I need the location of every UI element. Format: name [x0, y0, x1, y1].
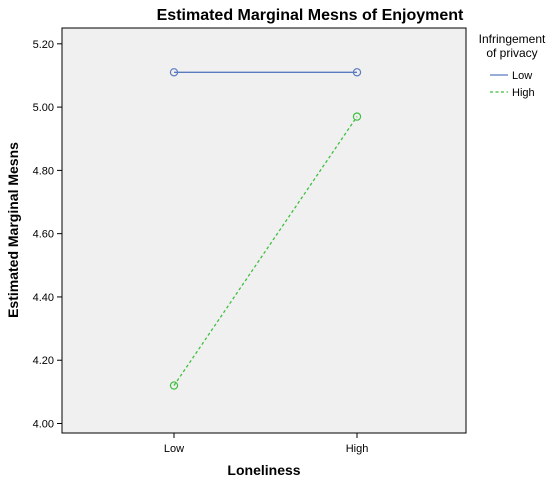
x-axis-title: Loneliness [227, 462, 300, 478]
y-axis-title: Estimated Marginal Mesns [5, 142, 21, 318]
y-tick-label: 4.60 [33, 229, 54, 241]
series-line-high [173, 116, 358, 386]
chart-title: Estimated Marginal Mesns of Enjoyment [157, 7, 464, 24]
series-layer [169, 68, 362, 390]
y-tick-label: 5.20 [33, 39, 54, 51]
x-tick-label: High [346, 443, 369, 455]
data-point-high-high [352, 112, 362, 121]
y-axis: 4.00 4.20 4.40 4.60 4.80 5.00 5.20 [33, 39, 62, 431]
legend-label-high: High [512, 87, 535, 99]
y-tick-label: 4.00 [33, 419, 54, 431]
data-point-low-high [352, 68, 362, 77]
y-tick-label: 4.40 [33, 292, 54, 304]
data-point-low-low [169, 68, 179, 77]
data-point-high-low [169, 381, 179, 390]
y-tick-label: 5.00 [33, 102, 54, 114]
y-tick-label: 4.20 [33, 355, 54, 367]
legend-title-line-2: of privacy [486, 46, 537, 60]
y-tick-label: 4.80 [33, 165, 54, 177]
legend-label-low: Low [512, 70, 532, 82]
plot-area [61, 27, 467, 434]
legend-title-line-1: Infringement [479, 32, 546, 46]
legend: Infringement of privacy Low High [479, 32, 546, 99]
x-tick-label: Low [164, 443, 184, 455]
x-axis: Low High [164, 433, 368, 455]
